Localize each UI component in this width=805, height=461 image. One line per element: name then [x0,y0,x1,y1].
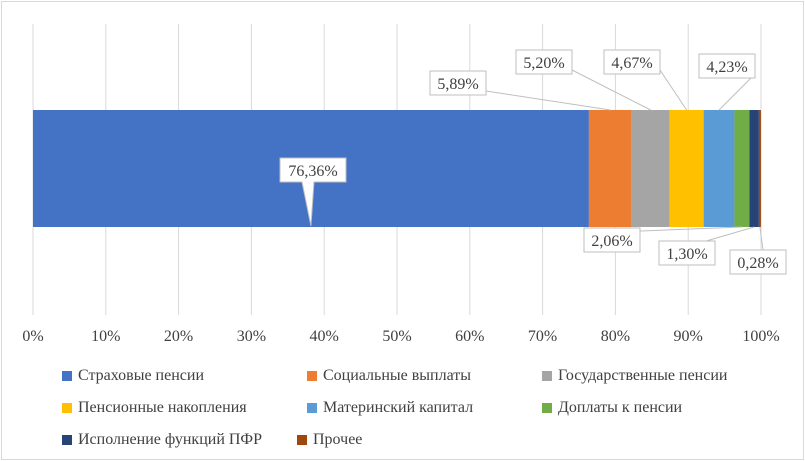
legend-label: Государственные пенсии [558,367,728,384]
data-label-callout: 76,36% [279,157,347,227]
data-label-callout: 4,23% [698,53,756,111]
legend-swatch [542,371,552,381]
bar-segment [734,110,750,227]
data-label-callout: 1,30% [658,226,755,266]
legend-swatch [307,371,317,381]
legend-label: Доплаты к пенсии [558,399,683,416]
bar-segment [758,110,761,227]
x-tick-label: 50% [382,328,411,345]
legend-row: Исполнение функций ПФР Прочее [62,424,782,456]
legend-row: Страховые пенсии Социальные выплаты Госу… [62,360,782,392]
legend-item: Пенсионные накопления [62,399,307,417]
legend-swatch [307,403,317,413]
legend-swatch [542,403,552,413]
x-tick-label: 90% [674,328,703,345]
data-label: 5,89% [437,76,478,93]
bar-segment [703,110,735,227]
data-label-callout: 5,89% [429,70,611,111]
callout-box [279,157,347,227]
leader-line [571,69,651,111]
callout-box [658,240,716,266]
x-tick-label: 70% [528,328,557,345]
x-tick-label: 20% [164,328,193,345]
data-label: 2,06% [591,233,632,250]
x-tick-label: 40% [310,328,339,345]
legend-label: Исполнение функций ПФР [78,431,262,448]
legend-item: Доплаты к пенсии [542,399,682,417]
data-label-callout: 5,20% [515,49,651,111]
callout-box [429,70,487,96]
x-tick-label: 60% [455,328,484,345]
legend-label: Страховые пенсии [78,367,204,384]
legend-label: Прочее [313,431,363,448]
data-label-callout: 0,28% [729,226,787,275]
leader-line [718,73,756,111]
legend-swatch [62,371,72,381]
data-label: 5,20% [523,55,564,72]
legend-swatch [62,403,72,413]
callout-box [729,249,787,275]
leader-line [485,90,611,111]
legend-swatch [62,435,72,445]
callout-box [583,227,641,253]
x-tick-label: 30% [237,328,266,345]
legend-item: Государственные пенсии [542,367,727,385]
legend-item: Страховые пенсии [62,367,307,385]
legend: Страховые пенсии Социальные выплаты Госу… [62,360,782,456]
data-label: 4,67% [611,55,652,72]
data-label: 1,30% [666,246,707,263]
bar-segment [631,110,670,227]
bar-segment [588,110,632,227]
legend-row: Пенсионные накопления Материнский капита… [62,392,782,424]
data-label: 76,36% [288,163,337,180]
callout-box [515,49,573,75]
callout-box [698,53,756,79]
legend-label: Пенсионные накопления [78,399,247,416]
data-label-callout: 4,67% [603,49,688,111]
data-label-callout: 2,06% [583,226,742,253]
legend-item: Социальные выплаты [307,367,542,385]
legend-item: Прочее [297,431,362,449]
bar-segment [669,110,704,227]
legend-item: Материнский капитал [307,399,542,417]
x-tick-label: 100% [742,328,779,345]
x-tick-label: 10% [91,328,120,345]
bar-segment [749,110,759,227]
legend-label: Материнский капитал [323,399,474,416]
x-tick-label: 0% [22,328,43,345]
leader-line [659,69,688,111]
legend-swatch [297,435,307,445]
callout-box [603,49,661,75]
legend-label: Социальные выплаты [323,367,472,384]
x-tick-label: 80% [601,328,630,345]
data-label: 4,23% [706,59,747,76]
legend-item: Исполнение функций ПФР [62,431,297,449]
data-label: 0,28% [737,255,778,272]
